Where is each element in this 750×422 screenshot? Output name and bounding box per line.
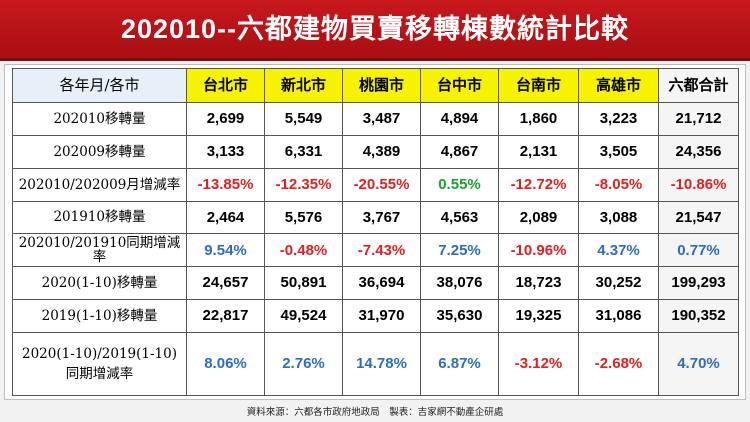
- table-cell: 6,331: [264, 134, 343, 169]
- table-cell-total: 0.77%: [658, 233, 739, 268]
- row-label: 202009移轉量: [12, 134, 187, 169]
- table-cell: 8.06%: [186, 332, 265, 396]
- table-cell: 31,086: [578, 299, 659, 334]
- table-row: 202009移轉量 3,133 6,331 4,389 4,867 2,131 …: [12, 134, 739, 169]
- row-label: 2020(1-10)/2019(1-10) 同期增減率: [12, 332, 187, 396]
- table-cell: 4,867: [420, 134, 499, 169]
- table-cell-total: 199,293: [658, 266, 739, 301]
- table-cell: -3.12%: [498, 332, 579, 396]
- column-header: 台中市: [420, 68, 499, 103]
- table-cell: 2,131: [498, 134, 579, 169]
- table-cell: 2,464: [186, 200, 265, 235]
- table-cell: 1,860: [498, 101, 579, 136]
- row-label: 202010/201910同期增減率: [12, 233, 187, 268]
- table-cell: 38,076: [420, 266, 499, 301]
- table-row: 202010/201910同期增減率 9.54% -0.48% -7.43% 7…: [12, 233, 739, 268]
- row-label: 2020(1-10)移轉量: [12, 266, 187, 301]
- column-header: 台北市: [186, 68, 265, 103]
- table-cell: -0.48%: [264, 233, 343, 268]
- table-cell: -12.35%: [264, 167, 343, 202]
- table-cell-total: 21,712: [658, 101, 739, 136]
- column-header: 新北市: [264, 68, 343, 103]
- title-divider: [0, 58, 750, 61]
- table-row: 2020(1-10)移轉量 24,657 50,891 36,694 38,07…: [12, 266, 739, 301]
- row-label: 2019(1-10)移轉量: [12, 299, 187, 334]
- table-cell-total: 190,352: [658, 299, 739, 334]
- table-cell: 4,563: [420, 200, 499, 235]
- table-cell: 18,723: [498, 266, 579, 301]
- table-cell: 5,549: [264, 101, 343, 136]
- table-cell: -7.43%: [342, 233, 421, 268]
- table-cell-total: 4.70%: [658, 332, 739, 396]
- table-row: 2019(1-10)移轉量 22,817 49,524 31,970 35,63…: [12, 299, 739, 334]
- table-cell: 6.87%: [420, 332, 499, 396]
- table-cell: 3,487: [342, 101, 421, 136]
- table-row: 202010移轉量 2,699 5,549 3,487 4,894 1,860 …: [12, 101, 739, 136]
- table-cell: 7.25%: [420, 233, 499, 268]
- table-cell: 3,767: [342, 200, 421, 235]
- table-cell: 4.37%: [578, 233, 659, 268]
- table-cell-total: 24,356: [658, 134, 739, 169]
- table-cell: 50,891: [264, 266, 343, 301]
- row-label: 202010/202009月增減率: [12, 167, 187, 202]
- column-header: 桃園市: [342, 68, 421, 103]
- table-cell: 2.76%: [264, 332, 343, 396]
- table-cell: -2.68%: [578, 332, 659, 396]
- table-cell: 31,970: [342, 299, 421, 334]
- row-label: 202010移轉量: [12, 101, 187, 136]
- table-cell-total: -10.86%: [658, 167, 739, 202]
- row-label-line: 2020(1-10)/2019(1-10): [22, 345, 177, 362]
- page-title: 202010--六都建物買賣移轉棟數統計比較: [0, 0, 750, 58]
- table-cell: 35,630: [420, 299, 499, 334]
- table-cell: 49,524: [264, 299, 343, 334]
- table-cell: 4,894: [420, 101, 499, 136]
- table-cell: 5,576: [264, 200, 343, 235]
- table-cell: -13.85%: [186, 167, 265, 202]
- table-cell: -20.55%: [342, 167, 421, 202]
- corner-header: 各年月/各市: [12, 68, 187, 103]
- table-cell: 3,133: [186, 134, 265, 169]
- table-cell: 30,252: [578, 266, 659, 301]
- statistics-table: 各年月/各市 台北市 新北市 桃園市 台中市 台南市 高雄市 六都合計 2020…: [12, 68, 739, 396]
- table-cell: 4,389: [342, 134, 421, 169]
- table-cell: 36,694: [342, 266, 421, 301]
- table-cell: -8.05%: [578, 167, 659, 202]
- table-row: 202010/202009月增減率 -13.85% -12.35% -20.55…: [12, 167, 739, 202]
- table-cell: 22,817: [186, 299, 265, 334]
- table-cell: 9.54%: [186, 233, 265, 268]
- table-cell: -12.72%: [498, 167, 579, 202]
- source-footnote: 資料來源：六都各市政府地政局 製表：吉家網不動產企研處: [246, 407, 504, 418]
- table-cell: 24,657: [186, 266, 265, 301]
- table-cell: 0.55%: [420, 167, 499, 202]
- table-row: 2020(1-10)/2019(1-10) 同期增減率 8.06% 2.76% …: [12, 332, 739, 396]
- table-cell: 19,325: [498, 299, 579, 334]
- row-label: 201910移轉量: [12, 200, 187, 235]
- table-cell-total: 21,547: [658, 200, 739, 235]
- table-cell: 3,223: [578, 101, 659, 136]
- column-header-total: 六都合計: [658, 68, 739, 103]
- table-cell: 2,089: [498, 200, 579, 235]
- column-header: 高雄市: [578, 68, 659, 103]
- table-cell: 14.78%: [342, 332, 421, 396]
- table-cell: -10.96%: [498, 233, 579, 268]
- table-cell: 2,699: [186, 101, 265, 136]
- row-label-line: 同期增減率: [65, 366, 134, 383]
- table-cell: 3,088: [578, 200, 659, 235]
- table-cell: 3,505: [578, 134, 659, 169]
- header-row: 各年月/各市 台北市 新北市 桃園市 台中市 台南市 高雄市 六都合計: [12, 68, 739, 103]
- column-header: 台南市: [498, 68, 579, 103]
- table-row: 201910移轉量 2,464 5,576 3,767 4,563 2,089 …: [12, 200, 739, 235]
